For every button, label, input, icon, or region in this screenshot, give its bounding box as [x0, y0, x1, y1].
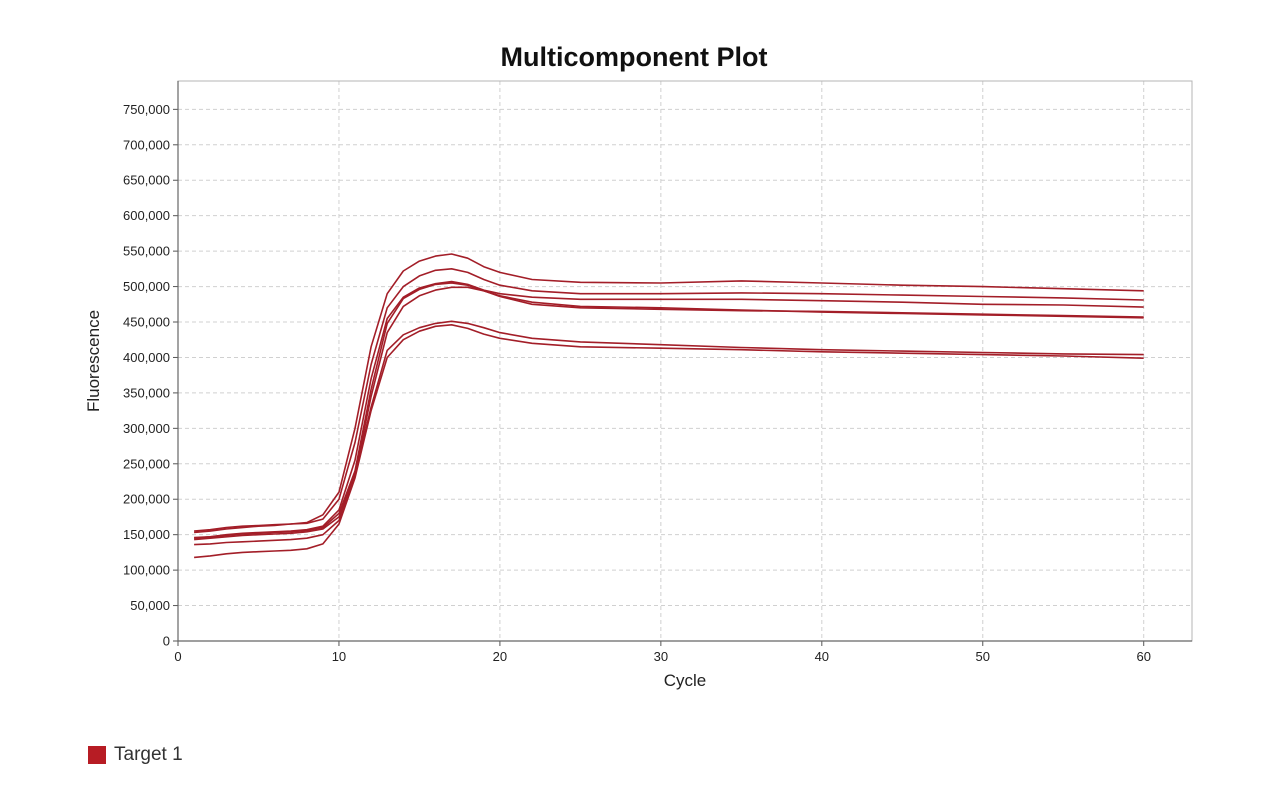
- x-tick-label: 10: [332, 649, 346, 664]
- x-tick-label: 0: [174, 649, 181, 664]
- y-tick-label: 150,000: [123, 527, 170, 542]
- y-tick-label: 750,000: [123, 102, 170, 117]
- x-tick-label: 40: [815, 649, 829, 664]
- series-line-6: [194, 320, 1144, 546]
- y-tick-label: 600,000: [123, 208, 170, 223]
- series-line-5: [194, 286, 1144, 541]
- y-tick-label: 700,000: [123, 137, 170, 152]
- x-tick-label: 60: [1136, 649, 1150, 664]
- x-tick-label: 50: [976, 649, 990, 664]
- y-tick-label: 500,000: [123, 279, 170, 294]
- y-tick-label: 350,000: [123, 385, 170, 400]
- legend-label-target-1: Target 1: [114, 744, 183, 765]
- legend-swatch-target-1: [88, 746, 106, 764]
- y-tick-label: 100,000: [123, 563, 170, 578]
- y-tick-label: 50,000: [130, 598, 170, 613]
- grid: [178, 81, 1192, 641]
- x-tick-label: 30: [654, 649, 668, 664]
- y-tick-label: 400,000: [123, 350, 170, 365]
- y-tick-label: 450,000: [123, 315, 170, 330]
- series-group: [194, 253, 1144, 559]
- axes: 0 50,000 100,000 150,000 200,000 250,000 300,0…: [123, 81, 1192, 664]
- y-tick-label: 0: [163, 634, 170, 649]
- series-line-2: [194, 267, 1144, 534]
- plot-area-frame: [177, 80, 1193, 642]
- legend: Target 1: [88, 744, 183, 766]
- chart-title: Multicomponent Plot: [501, 42, 768, 72]
- y-tick-label: 300,000: [123, 421, 170, 436]
- x-tick-label: 20: [493, 649, 507, 664]
- y-tick-label: 650,000: [123, 173, 170, 188]
- series-line-7: [194, 323, 1144, 559]
- x-axis-label: Cycle: [664, 671, 707, 690]
- y-tick-label: 250,000: [123, 456, 170, 471]
- y-tick-label: 550,000: [123, 244, 170, 259]
- y-axis-label: Fluorescence: [84, 310, 103, 412]
- series-line-4: [194, 282, 1144, 539]
- y-tick-label: 200,000: [123, 492, 170, 507]
